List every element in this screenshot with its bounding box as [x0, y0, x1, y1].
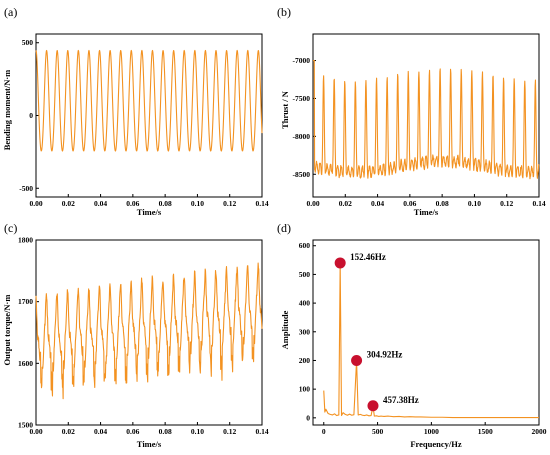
panel-c-label: (c) [4, 221, 17, 235]
x-tick-label: 0.10 [468, 199, 481, 208]
x-tick-label: 0.00 [29, 199, 42, 208]
x-tick-label: 0.04 [94, 199, 107, 208]
x-tick-label: 0.02 [62, 427, 75, 436]
peak-label: 304.92Hz [367, 349, 403, 359]
x-tick-label: 0.12 [223, 199, 236, 208]
y-tick-label: 100 [299, 385, 311, 394]
plot-frame [312, 239, 540, 426]
panel-d: (d) Amplitude Frequency/Hz 0 500 1000 1500 2… [277, 221, 547, 449]
x-tick-label: 0.12 [500, 199, 513, 208]
panel-c: (c) Output torque/N·m Time/s 0.00 0.02 0.0… [2, 221, 269, 449]
series-line [312, 59, 540, 180]
y-tick-label: -7000 [293, 56, 311, 65]
x-tick-label: 0.14 [255, 199, 268, 208]
y-tick-label: 0 [29, 111, 33, 120]
panel-b-label: (b) [277, 5, 291, 19]
y-tick-label: -8000 [293, 132, 311, 141]
plot-frame [312, 33, 540, 198]
plot-frame [35, 239, 263, 426]
panel-b-xlabel: Time/s [414, 207, 439, 217]
x-tick-label: 0.04 [94, 427, 107, 436]
y-tick-label: 1600 [18, 359, 33, 368]
x-tick-label: 0 [322, 427, 326, 436]
y-tick-label: 0 [306, 413, 310, 422]
x-tick-label: 1000 [424, 427, 439, 436]
panel-d-label: (d) [277, 221, 291, 235]
y-tick-label: 500 [22, 38, 34, 47]
x-tick-label: 0.02 [62, 199, 75, 208]
peak-label: 457.38Hz [383, 395, 419, 405]
x-tick-label: 0.06 [126, 199, 139, 208]
panel-a: (a) Bending moment/N·m Time/s 0.00 0.02 0.… [2, 5, 269, 217]
series-line [323, 262, 539, 419]
y-tick-label: 600 [299, 241, 311, 250]
x-tick-label: 0.04 [371, 199, 384, 208]
panel-b-ylabel: Thrust / N [280, 90, 290, 129]
panel-c-ylabel: Output torque/N·m [2, 295, 12, 366]
x-tick-label: 0.00 [29, 427, 42, 436]
peak-marker [367, 400, 379, 412]
panel-a-ylabel: Bending moment/N·m [2, 70, 12, 151]
x-tick-label: 500 [372, 427, 384, 436]
panel-d-xlabel: Frequency/Hz [410, 439, 462, 449]
series-line [35, 262, 263, 400]
y-tick-label: 300 [299, 327, 311, 336]
y-tick-label: 1700 [18, 297, 33, 306]
y-tick-label: 500 [299, 270, 311, 279]
y-tick-label: 400 [299, 299, 311, 308]
y-tick-label: 1500 [18, 421, 33, 430]
peak-marker [351, 354, 363, 366]
x-tick-label: 2000 [532, 427, 547, 436]
x-tick-label: 0.12 [223, 427, 236, 436]
panel-a-xlabel: Time/s [137, 207, 162, 217]
panel-b: (b) Thrust / N Time/s 0.00 0.02 0.04 0.06 0.… [277, 5, 546, 217]
y-tick-label: -7500 [293, 94, 311, 103]
peak-label: 152.46Hz [350, 252, 386, 262]
y-tick-label: 1800 [18, 236, 33, 245]
x-tick-label: 0.06 [403, 199, 416, 208]
y-tick-label: 200 [299, 356, 311, 365]
y-tick-label: -8500 [293, 170, 311, 179]
y-tick-label: -500 [19, 184, 33, 193]
x-tick-label: 0.02 [339, 199, 352, 208]
x-tick-label: 0.08 [159, 427, 172, 436]
x-tick-label: 0.08 [159, 199, 172, 208]
x-tick-label: 1500 [478, 427, 493, 436]
x-tick-label: 0.00 [306, 199, 319, 208]
panel-c-xlabel: Time/s [137, 439, 162, 449]
x-tick-label: 0.06 [126, 427, 139, 436]
x-tick-label: 0.14 [255, 427, 268, 436]
x-tick-label: 0.10 [191, 427, 204, 436]
series-line [35, 49, 263, 152]
x-tick-label: 0.08 [436, 199, 449, 208]
x-tick-label: 0.14 [532, 199, 545, 208]
peak-marker [334, 257, 346, 269]
panel-d-ylabel: Amplitude [280, 310, 290, 349]
x-tick-label: 0.10 [191, 199, 204, 208]
panel-a-label: (a) [4, 5, 17, 19]
